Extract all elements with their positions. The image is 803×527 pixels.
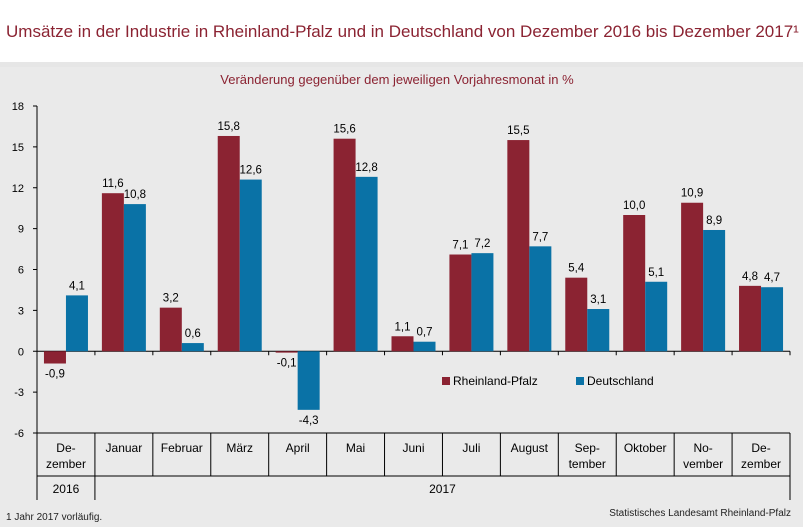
value-label-deutschland: 4,7	[764, 272, 780, 284]
bar-deutschland	[587, 309, 610, 352]
y-tick-label: 0	[18, 346, 24, 358]
value-label-deutschland: 10,8	[124, 189, 146, 201]
bar-deutschland	[471, 253, 494, 352]
legend-swatch-deutschland	[576, 377, 584, 385]
value-label-deutschland: -4,3	[299, 415, 319, 427]
value-label-deutschland: 8,9	[706, 215, 722, 227]
value-label-deutschland: 0,6	[185, 328, 201, 340]
value-label-rheinland-pfalz: -0,1	[277, 358, 297, 370]
value-label-deutschland: 3,1	[590, 294, 606, 306]
value-label-deutschland: 4,1	[69, 280, 85, 292]
x-category-label: April	[286, 441, 310, 455]
source-note: Statistisches Landesamt Rheinland-Pfalz	[609, 508, 791, 519]
legend-label-deutschland: Deutschland	[587, 374, 654, 388]
y-tick-label: 9	[18, 224, 24, 236]
bar-rheinland-pfalz	[391, 336, 414, 352]
legend-swatch-rheinland-pfalz	[442, 377, 450, 385]
y-tick-label: 6	[18, 265, 24, 277]
bar-rheinland-pfalz	[565, 277, 588, 352]
value-label-rheinland-pfalz: 15,5	[507, 125, 529, 137]
bar-deutschland	[645, 281, 668, 352]
value-label-deutschland: 12,6	[240, 165, 262, 177]
footnote: 1 Jahr 2017 vorläufig.	[6, 512, 103, 523]
bar-deutschland	[181, 343, 204, 352]
bar-deutschland	[123, 204, 146, 352]
value-label-deutschland: 12,8	[355, 162, 377, 174]
y-tick-label: -3	[14, 387, 24, 399]
bar-rheinland-pfalz	[217, 135, 240, 352]
x-category-label: Februar	[161, 441, 203, 455]
chart-subtitle: Veränderung gegenüber dem jeweiligen Vor…	[220, 72, 574, 87]
title-divider	[0, 62, 803, 67]
bar-deutschland	[413, 341, 436, 352]
bar-deutschland	[355, 176, 378, 352]
bar-rheinland-pfalz	[623, 215, 646, 352]
bar-rheinland-pfalz	[739, 285, 762, 352]
value-label-rheinland-pfalz: 4,8	[742, 271, 758, 283]
year-label: 2016	[53, 482, 80, 496]
value-label-rheinland-pfalz: -0,9	[45, 369, 65, 381]
x-category-label: Januar	[106, 441, 143, 455]
x-category-label: März	[226, 441, 253, 455]
bar-rheinland-pfalz	[43, 351, 66, 364]
bar-deutschland	[529, 246, 552, 352]
y-tick-label: 12	[12, 183, 24, 195]
y-tick-label: -6	[14, 428, 24, 440]
year-label: 2017	[429, 482, 456, 496]
x-category-label: vember	[683, 457, 723, 471]
bar-rheinland-pfalz	[333, 138, 356, 352]
value-label-deutschland: 7,7	[532, 231, 548, 243]
bar-rheinland-pfalz	[159, 307, 182, 352]
bar-rheinland-pfalz	[275, 351, 298, 353]
x-category-label: Sep-	[575, 441, 600, 455]
x-category-label: Juni	[402, 441, 424, 455]
x-category-label: De-	[751, 441, 770, 455]
bar-deutschland	[297, 351, 320, 410]
bar-deutschland	[761, 287, 784, 352]
value-label-rheinland-pfalz: 11,6	[102, 178, 124, 190]
value-label-deutschland: 5,1	[648, 267, 664, 279]
value-label-deutschland: 0,7	[417, 327, 433, 339]
legend-label-rheinland-pfalz: Rheinland-Pfalz	[453, 374, 538, 388]
value-label-rheinland-pfalz: 15,6	[333, 124, 355, 136]
value-label-rheinland-pfalz: 5,4	[568, 263, 585, 275]
x-category-label: Oktober	[624, 441, 667, 455]
bar-rheinland-pfalz	[681, 202, 704, 352]
bar-deutschland	[65, 295, 88, 352]
x-category-label: August	[511, 441, 549, 455]
y-tick-label: 3	[18, 305, 24, 317]
bar-rheinland-pfalz	[101, 193, 124, 352]
y-tick-label: 18	[12, 101, 24, 113]
bar-deutschland	[239, 179, 262, 352]
value-label-rheinland-pfalz: 10,0	[623, 200, 645, 212]
x-category-label: zember	[46, 457, 86, 471]
bar-rheinland-pfalz	[507, 140, 530, 352]
chart-title: Umsätze in der Industrie in Rheinland-Pf…	[6, 22, 799, 41]
x-category-label: De-	[56, 441, 75, 455]
x-category-label: zember	[741, 457, 781, 471]
value-label-rheinland-pfalz: 10,9	[681, 188, 703, 200]
x-category-label: Mai	[346, 441, 365, 455]
x-category-label: tember	[569, 457, 606, 471]
y-tick-label: 15	[12, 142, 24, 154]
value-label-rheinland-pfalz: 1,1	[395, 321, 411, 333]
value-label-rheinland-pfalz: 3,2	[163, 293, 179, 305]
bar-deutschland	[703, 229, 726, 352]
bar-chart: Veränderung gegenüber dem jeweiligen Vor…	[12, 72, 791, 500]
x-category-label: No-	[693, 441, 712, 455]
value-label-rheinland-pfalz: 7,1	[452, 240, 468, 252]
value-label-rheinland-pfalz: 15,8	[218, 121, 240, 133]
bar-rheinland-pfalz	[449, 254, 472, 352]
value-label-deutschland: 7,2	[474, 238, 490, 250]
x-category-label: Juli	[462, 441, 480, 455]
